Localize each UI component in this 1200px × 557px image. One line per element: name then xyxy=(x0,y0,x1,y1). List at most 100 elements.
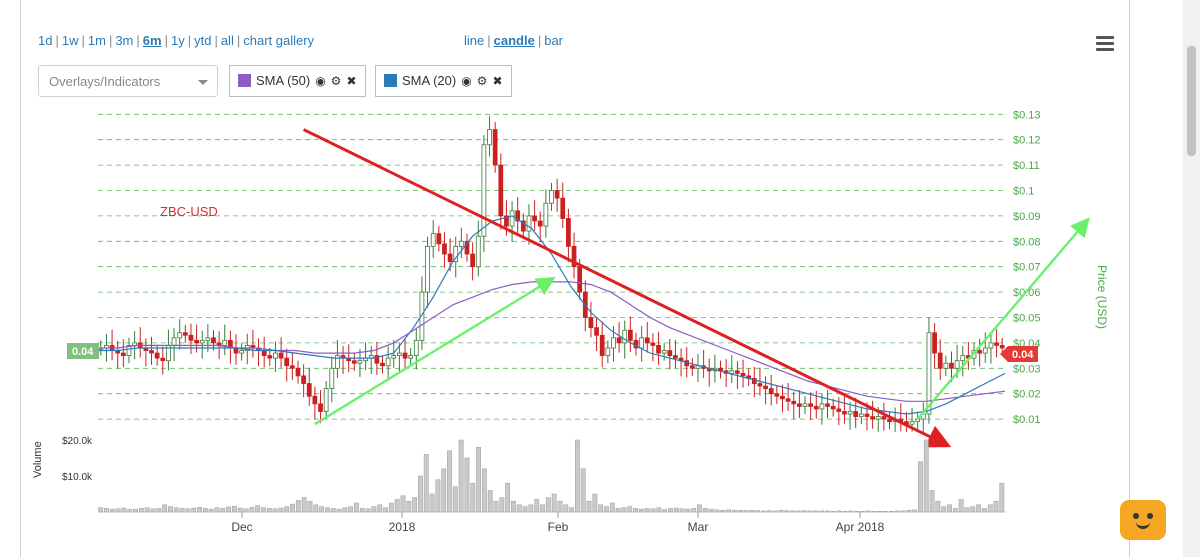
volume-tick-label: $20.0k xyxy=(62,436,93,447)
candle-body xyxy=(909,421,915,425)
volume-bar xyxy=(197,507,202,513)
type-candle[interactable]: candle xyxy=(493,33,535,48)
volume-bar xyxy=(685,508,691,513)
volume-bar xyxy=(755,510,761,513)
volume-bar xyxy=(970,506,976,513)
range-1y[interactable]: 1y xyxy=(170,33,185,48)
volume-bar xyxy=(261,507,266,513)
volume-bar xyxy=(545,497,551,513)
candle-body xyxy=(239,350,245,354)
volume-bar xyxy=(580,468,586,513)
volume-bar xyxy=(958,499,964,513)
chat-mascot-icon[interactable] xyxy=(1120,500,1166,540)
y-tick-label: $0.09 xyxy=(1013,211,1041,223)
range-chart-gallery[interactable]: chart gallery xyxy=(243,33,315,48)
volume-bar xyxy=(272,508,278,513)
overlay-select-label: Overlays/Indicators xyxy=(49,74,161,89)
volume-bar xyxy=(638,508,644,513)
y-tick-label: $0.12 xyxy=(1013,135,1041,147)
candle-body xyxy=(622,329,628,344)
overlay-indicator-select[interactable]: Overlays/Indicators xyxy=(38,65,218,97)
candle-body xyxy=(498,164,504,217)
close-icon[interactable]: ✖ xyxy=(346,74,357,88)
type-bar[interactable]: bar xyxy=(544,33,564,48)
range-1d[interactable]: 1d xyxy=(38,33,53,48)
candle-body xyxy=(318,403,323,412)
separator: | xyxy=(108,33,113,48)
volume-bar xyxy=(150,508,156,513)
range-3m[interactable]: 3m xyxy=(115,33,134,48)
candle-body xyxy=(222,339,228,346)
hamburger-icon[interactable] xyxy=(1096,36,1114,54)
y-tick-label: $0.07 xyxy=(1013,262,1041,274)
volume-bar xyxy=(168,506,173,513)
chart-panel xyxy=(20,0,1130,557)
volume-bar xyxy=(749,509,755,513)
range-1w[interactable]: 1w xyxy=(61,33,79,48)
downtrend-line xyxy=(302,128,952,448)
candle-body xyxy=(656,345,661,354)
volume-bar xyxy=(127,509,133,513)
range-6m[interactable]: 6m xyxy=(142,33,162,48)
candle-body xyxy=(335,355,340,369)
candle-body xyxy=(504,215,509,227)
volume-bar xyxy=(999,482,1005,513)
range-1m[interactable]: 1m xyxy=(87,33,106,48)
candle-body xyxy=(470,253,476,268)
candle-body xyxy=(278,352,284,359)
volume-bar xyxy=(708,508,714,513)
candle-body xyxy=(487,129,492,146)
candle-body xyxy=(785,398,791,402)
volume-bar xyxy=(115,508,121,513)
candle-body xyxy=(419,291,425,341)
gear-icon[interactable]: ⚙ xyxy=(330,74,342,88)
candle-body xyxy=(571,245,577,268)
eye-icon[interactable]: ◉ xyxy=(315,74,326,88)
candle-body xyxy=(853,411,859,417)
candle-body xyxy=(526,215,532,232)
candle-body xyxy=(943,362,949,369)
candle-body xyxy=(960,355,966,362)
mascot-mouth xyxy=(1136,522,1150,529)
candle-body xyxy=(982,347,988,354)
volume-bar xyxy=(557,500,563,513)
y-tick-label: $0.1 xyxy=(1013,186,1034,198)
volume-bar xyxy=(505,482,511,513)
candle-body xyxy=(588,317,594,329)
close-icon[interactable]: ✖ xyxy=(492,74,503,88)
eye-icon[interactable]: ◉ xyxy=(461,74,472,88)
volume-bar xyxy=(435,479,441,513)
last-price-badge xyxy=(67,343,99,359)
candle-body xyxy=(887,418,892,423)
candle-body xyxy=(864,413,870,417)
candle-body xyxy=(611,337,616,349)
type-line[interactable]: line xyxy=(464,33,485,48)
volume-bar xyxy=(231,505,237,513)
volume-bar xyxy=(522,506,528,513)
volume-bar xyxy=(534,499,540,513)
volume-bar xyxy=(476,446,481,513)
range-ytd[interactable]: ytd xyxy=(194,33,212,48)
candle-body xyxy=(915,418,921,423)
range-all[interactable]: all xyxy=(220,33,234,48)
volume-bar xyxy=(766,510,772,513)
volume-bar xyxy=(993,500,999,513)
sma20-swatch xyxy=(384,74,397,87)
volume-bar xyxy=(836,510,842,513)
volume-bar xyxy=(772,510,778,513)
volume-bar xyxy=(918,461,923,513)
candle-body xyxy=(594,327,599,336)
gear-icon[interactable]: ⚙ xyxy=(476,74,488,88)
x-tick-label: 2018 xyxy=(389,520,416,534)
candle-body xyxy=(160,357,166,362)
sma50-line xyxy=(98,281,1006,402)
volume-bar xyxy=(429,493,435,513)
chevron-down-icon[interactable] xyxy=(198,80,208,85)
candle-body xyxy=(644,337,650,344)
scrollbar-thumb[interactable] xyxy=(1187,46,1196,156)
candle-body xyxy=(926,332,932,415)
separator: | xyxy=(214,33,218,48)
separator: | xyxy=(236,33,241,48)
volume-bar xyxy=(964,507,970,513)
